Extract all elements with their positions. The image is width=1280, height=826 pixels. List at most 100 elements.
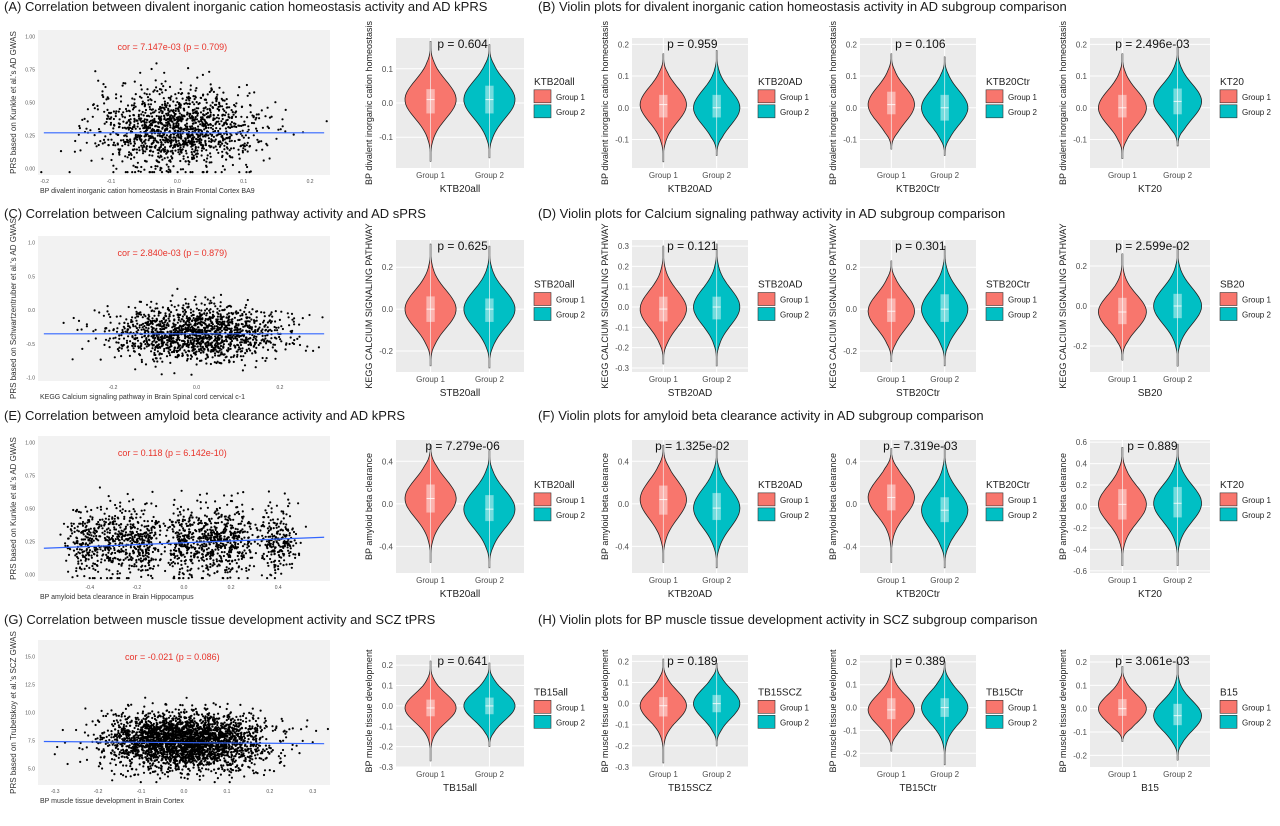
- scatter-point: [133, 117, 136, 120]
- scatter-point: [165, 134, 168, 137]
- scatter-point: [255, 116, 258, 119]
- scatter-point: [83, 117, 86, 120]
- scatter-point: [191, 125, 194, 128]
- scatter-point: [111, 560, 114, 563]
- scatter-point: [147, 574, 150, 577]
- scatter-point: [259, 323, 262, 326]
- violin-y-tick-label: 0.2: [846, 263, 858, 272]
- scatter-point: [166, 341, 169, 344]
- scatter-point: [312, 349, 315, 352]
- scatter-point: [273, 552, 276, 555]
- scatter-point: [249, 344, 253, 347]
- scatter-point: [115, 93, 118, 96]
- scatter-point: [168, 563, 172, 566]
- scatter-point: [175, 549, 178, 553]
- scatter-point: [153, 319, 156, 322]
- scatter-point: [200, 139, 203, 142]
- scatter-point: [225, 146, 228, 149]
- scatter-point: [172, 503, 175, 506]
- scatter-point: [140, 165, 143, 169]
- scatter-point: [223, 109, 226, 112]
- scatter-point: [123, 321, 126, 324]
- scatter-point: [129, 157, 133, 160]
- scatter-point: [231, 559, 234, 562]
- violin-x-axis-label: STB20Ctr: [896, 388, 941, 399]
- scatter-point: [148, 339, 151, 342]
- scatter-point: [284, 108, 287, 111]
- scatter-point: [289, 550, 292, 554]
- scatter-point: [124, 155, 127, 158]
- scatter-point: [191, 349, 194, 352]
- scatter-point: [154, 357, 157, 360]
- scatter-point: [107, 495, 110, 498]
- scatter-point: [185, 522, 188, 525]
- scatter-point: [200, 118, 203, 121]
- scatter-point: [196, 331, 199, 334]
- scatter-point: [229, 338, 233, 341]
- scatter-point: [172, 530, 175, 533]
- scatter-point: [225, 525, 229, 528]
- scatter-point: [240, 358, 243, 362]
- scatter-point: [160, 331, 164, 334]
- scatter-point: [162, 337, 165, 340]
- scatter-point: [194, 295, 197, 298]
- scatter-point: [284, 526, 287, 529]
- scatter-point: [86, 521, 89, 524]
- scatter-point: [204, 501, 208, 504]
- scatter-point: [289, 547, 292, 550]
- scatter-point: [199, 123, 202, 126]
- scatter-point: [195, 118, 199, 121]
- scatter-point: [151, 567, 155, 570]
- scatter-point: [107, 313, 110, 316]
- scatter-point: [176, 287, 179, 290]
- scatter-point: [193, 339, 196, 342]
- scatter-point: [264, 324, 267, 327]
- scatter-point: [269, 545, 272, 548]
- scatter-point: [162, 143, 165, 146]
- scatter-point: [221, 322, 224, 325]
- scatter-point: [196, 76, 199, 79]
- scatter-point: [153, 339, 156, 342]
- scatter-point: [177, 91, 180, 95]
- scatter-point: [167, 171, 170, 174]
- scatter-point: [127, 153, 131, 156]
- scatter-point: [138, 324, 141, 327]
- scatter-point: [209, 531, 212, 534]
- scatter-point: [122, 337, 126, 340]
- scatter-point: [103, 122, 106, 125]
- scatter-point: [251, 508, 254, 511]
- scatter-point: [163, 71, 166, 74]
- scatter-point: [135, 148, 138, 151]
- scatter-y-tick-label: 0.50: [25, 101, 35, 107]
- scatter-point: [249, 527, 252, 531]
- scatter-point: [180, 92, 183, 96]
- scatter-point: [136, 122, 139, 125]
- scatter-point: [264, 509, 267, 512]
- scatter-point: [91, 564, 94, 568]
- scatter-point: [127, 119, 130, 122]
- scatter-point: [249, 111, 252, 114]
- scatter-point: [143, 92, 146, 95]
- scatter-point: [188, 528, 191, 531]
- scatter-point: [260, 311, 263, 314]
- scatter-point: [209, 152, 212, 155]
- scatter-point: [159, 327, 162, 331]
- scatter-point: [280, 310, 283, 313]
- scatter-point: [284, 348, 287, 351]
- scatter-point: [175, 140, 178, 144]
- scatter-point: [239, 350, 242, 353]
- scatter-point: [209, 318, 212, 321]
- scatter-point: [179, 134, 182, 137]
- scatter-point: [183, 109, 186, 112]
- scatter-point: [133, 80, 136, 83]
- scatter-point: [125, 552, 128, 555]
- scatter-point: [106, 531, 109, 534]
- scatter-point: [262, 159, 265, 162]
- scatter-point: [245, 320, 248, 323]
- legend-label-group-2: Group 2: [780, 108, 809, 117]
- scatter-point: [153, 314, 156, 317]
- scatter-point: [215, 545, 218, 548]
- scatter-point: [129, 340, 132, 343]
- scatter-point: [106, 577, 109, 580]
- scatter-point: [197, 567, 200, 570]
